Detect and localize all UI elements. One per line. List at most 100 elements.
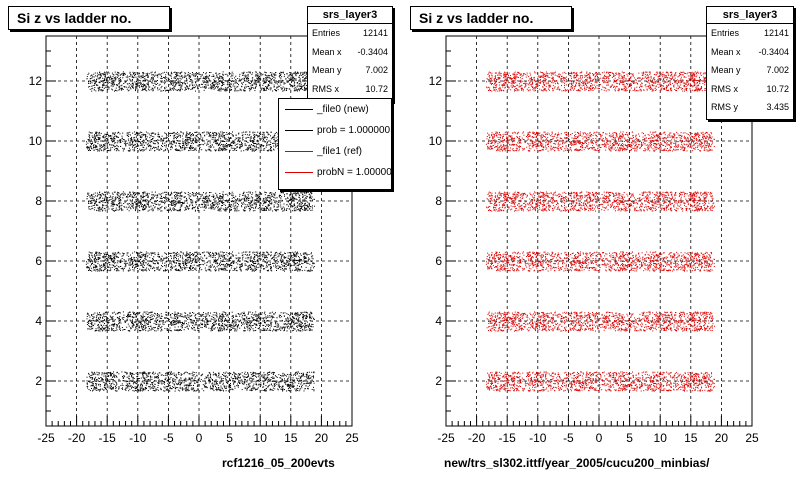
panel1-data-point bbox=[196, 254, 198, 256]
panel1-data-point bbox=[106, 378, 108, 380]
panel1-data-point bbox=[265, 322, 266, 324]
panel1-data-point bbox=[145, 330, 147, 332]
panel1-data-point bbox=[168, 377, 169, 379]
panel1-data-point bbox=[103, 327, 104, 329]
panel1-data-point bbox=[154, 315, 156, 317]
panel1-data-point bbox=[276, 324, 278, 326]
panel1-data-point bbox=[115, 253, 117, 255]
panel1-data-point bbox=[306, 376, 308, 378]
panel1-data-point bbox=[274, 209, 276, 211]
panel1-data-point bbox=[237, 260, 238, 262]
panel1-data-point bbox=[313, 380, 315, 382]
panel1-data-point bbox=[313, 382, 315, 384]
panel1-data-point bbox=[205, 316, 206, 318]
panel1-data-point bbox=[301, 262, 303, 264]
panel1-data-point bbox=[179, 263, 181, 265]
panel1-data-point bbox=[258, 373, 260, 374]
panel1-data-point bbox=[280, 312, 282, 314]
panel1-data-point bbox=[270, 379, 272, 381]
panel1-data-point bbox=[290, 375, 292, 377]
panel1-data-point bbox=[187, 191, 189, 193]
panel1-data-point bbox=[189, 193, 191, 194]
panel1-data-point bbox=[302, 319, 304, 321]
panel1-data-point bbox=[247, 379, 249, 381]
panel1-data-point bbox=[243, 377, 245, 379]
panel1-data-point bbox=[89, 206, 91, 207]
panel1-data-point bbox=[302, 314, 304, 316]
panel1-data-point bbox=[246, 321, 248, 323]
panel1-data-point bbox=[297, 253, 299, 255]
panel1-data-point bbox=[242, 375, 244, 377]
panel1-data-point bbox=[297, 388, 299, 389]
panel1-data-point bbox=[223, 252, 225, 253]
panel1-data-point bbox=[94, 254, 95, 256]
panel1-data-point bbox=[293, 374, 294, 376]
panel1-data-point bbox=[273, 377, 275, 379]
panel1-data-point bbox=[306, 329, 308, 331]
panel1-data-point bbox=[170, 377, 172, 378]
panel1-data-point bbox=[296, 378, 298, 380]
panel1-data-point bbox=[205, 207, 207, 209]
panel1-data-point bbox=[251, 200, 253, 202]
panel1-data-point bbox=[249, 192, 251, 194]
panel1-data-point bbox=[220, 251, 222, 253]
panel1-data-point bbox=[313, 318, 315, 320]
panel1-data-point bbox=[210, 312, 211, 314]
panel1-data-point bbox=[281, 386, 283, 388]
panel1-data-point bbox=[122, 378, 124, 379]
panel1-data-point bbox=[262, 329, 264, 331]
panel1-data-point bbox=[122, 192, 124, 194]
panel1-data-point bbox=[188, 257, 190, 259]
panel1-data-point bbox=[296, 322, 298, 324]
panel1-data-point bbox=[229, 387, 231, 389]
panel1-data-point bbox=[307, 324, 309, 326]
panel1-data-point bbox=[256, 267, 258, 269]
panel1-data-point bbox=[252, 320, 254, 321]
panel1-data-point bbox=[282, 388, 284, 390]
panel1-data-point bbox=[294, 317, 295, 319]
panel1-data-point bbox=[302, 260, 304, 262]
panel1-data-point bbox=[311, 323, 313, 325]
panel1-data-point bbox=[117, 252, 119, 254]
panel1-data-point bbox=[90, 270, 91, 271]
panel1-data-point bbox=[152, 197, 154, 199]
panel1-data-point bbox=[164, 383, 165, 385]
panel1-data-point bbox=[159, 315, 161, 317]
panel1-data-point bbox=[194, 261, 196, 263]
panel1-data-point bbox=[133, 316, 135, 318]
panel1-data-point bbox=[281, 387, 283, 389]
panel1-data-point bbox=[104, 256, 106, 257]
panel1-data-point bbox=[130, 380, 132, 382]
panel1-data-point bbox=[181, 262, 183, 264]
panel1-data-point bbox=[296, 317, 298, 319]
panel1-data-point bbox=[218, 320, 220, 322]
panel1-data-point bbox=[289, 194, 291, 196]
panel1-data-point bbox=[173, 260, 174, 262]
panel1-data-point bbox=[299, 387, 301, 389]
panel1-data-point bbox=[170, 260, 172, 262]
panel1-data-point bbox=[147, 322, 149, 324]
panel1-data-point bbox=[303, 258, 305, 260]
panel1-data-point bbox=[247, 257, 249, 258]
panel1-data-point bbox=[163, 375, 165, 376]
panel1-data-point bbox=[151, 382, 153, 383]
panel1-data-point bbox=[203, 390, 205, 392]
panel1-data-point bbox=[289, 314, 291, 316]
panel1-data-point bbox=[272, 262, 274, 264]
panel1-data-point bbox=[293, 252, 295, 254]
panel1-data-point bbox=[265, 318, 267, 320]
panel1-data-point bbox=[116, 375, 117, 377]
panel1-data-point bbox=[244, 196, 246, 198]
panel1-data-point bbox=[157, 252, 159, 254]
panel1-data-point bbox=[103, 265, 105, 266]
panel1-data-point bbox=[99, 206, 101, 208]
panel1-data-point bbox=[88, 322, 89, 324]
panel1-data-point bbox=[213, 323, 215, 325]
panel1-data-point bbox=[127, 383, 129, 385]
panel1-data-point bbox=[299, 209, 301, 210]
panel1-data-point bbox=[286, 379, 288, 381]
panel1-data-point bbox=[213, 381, 215, 383]
panel1-data-point bbox=[125, 372, 127, 374]
panel1-data-point bbox=[141, 381, 143, 383]
panel1-data-point bbox=[182, 263, 184, 265]
